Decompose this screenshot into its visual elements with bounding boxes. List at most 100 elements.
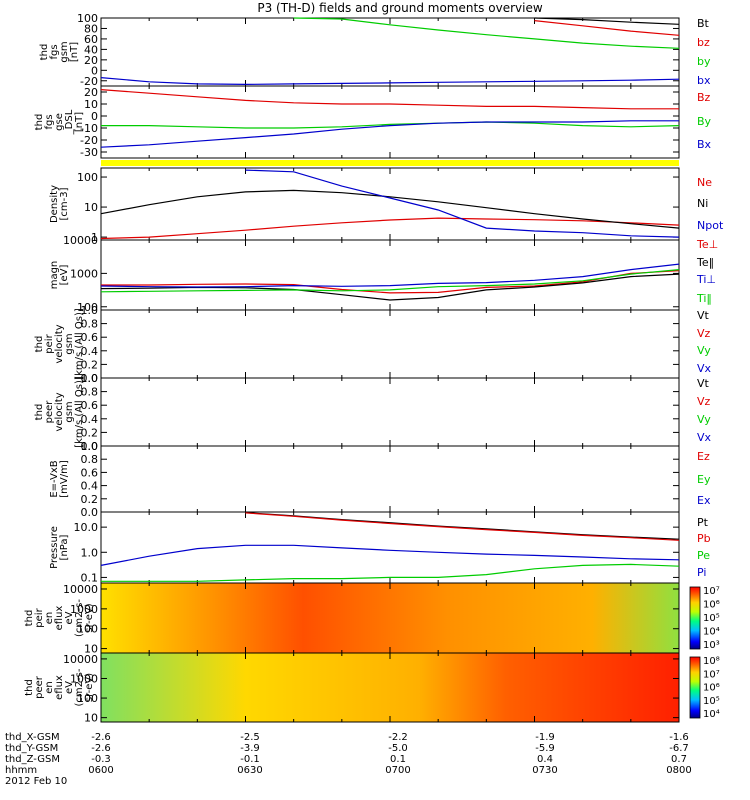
- y-axis-label: Density: [49, 185, 60, 223]
- legend-entry: Vy: [697, 413, 711, 426]
- y-tick-label: -10: [80, 122, 98, 135]
- legend-entry: Ti‖: [696, 292, 712, 305]
- y-tick-label: 0.4: [81, 413, 99, 426]
- y-tick-label: 100: [77, 623, 98, 636]
- y-tick-label: 10: [84, 201, 98, 214]
- panel-frame: [100, 445, 680, 513]
- y-tick-label: -30: [80, 146, 98, 159]
- colorbar-tick-label: 10⁴: [703, 627, 720, 638]
- y-axis-label: velocity: [54, 324, 65, 363]
- y-tick-label: 0.0: [81, 440, 99, 453]
- series-line-Pb: [245, 512, 680, 541]
- y-axis-label: gsm: [59, 41, 70, 62]
- colorbar-tick-label: 10⁸: [703, 656, 720, 667]
- y-axis-label: thd: [34, 404, 45, 421]
- footer-value: -2.5: [240, 732, 260, 743]
- colorbar: [689, 586, 701, 650]
- y-tick-label: 1000: [70, 603, 98, 616]
- y-axis-label: gsm: [64, 333, 75, 354]
- series-line-Bx: [100, 120, 679, 148]
- panel-frame: [100, 377, 680, 447]
- legend-entry: Vy: [697, 344, 711, 357]
- y-tick-label: 80: [84, 22, 98, 35]
- y-tick-label: 0.6: [81, 466, 99, 479]
- legend-entry: Vz: [697, 327, 711, 340]
- y-tick-label: -20: [80, 134, 98, 147]
- footer-value: 0700: [385, 765, 410, 776]
- y-tick-label: 0: [91, 110, 98, 123]
- y-tick-label: 0.0: [81, 506, 99, 519]
- legend-entry: Bt: [697, 17, 710, 30]
- series-line-bz: [534, 20, 680, 36]
- legend-entry: bx: [697, 74, 711, 87]
- y-tick-label: 0.2: [81, 426, 99, 439]
- legend-entry: By: [697, 115, 712, 128]
- y-tick-label: 0.8: [81, 386, 99, 399]
- footer-value: 0.7: [671, 754, 687, 765]
- series-line-Ti⊥: [100, 263, 680, 288]
- footer-value: -0.3: [91, 754, 111, 765]
- legend-entry: Vz: [697, 395, 711, 408]
- y-axis-label: (cm2-s-: [74, 668, 85, 706]
- legend-entry: Ni: [697, 197, 708, 210]
- footer-value: -1.9: [535, 732, 555, 743]
- colorbar-tick-label: 10⁵: [703, 696, 720, 707]
- y-axis-label: [nT]: [69, 42, 80, 62]
- y-axis-label: thd: [34, 114, 45, 131]
- legend-entry: Vt: [697, 377, 710, 390]
- y-axis-label: fgs: [44, 114, 55, 129]
- y-tick-label: 1.0: [81, 372, 99, 385]
- legend-entry: Vx: [697, 431, 712, 444]
- y-axis-label: sr-eV): [84, 603, 95, 632]
- footer-value: -2.6: [91, 732, 111, 743]
- colorbar-tick-label: 10⁶: [703, 683, 720, 694]
- footer-value: -2.6: [91, 743, 111, 754]
- y-axis-label: eflux: [54, 675, 65, 700]
- y-axis-label: peer: [44, 400, 55, 424]
- panel-3: 100 10 1 Density [cm-3] Ne Ni Npot: [49, 167, 724, 244]
- footer-date: 2012 Feb 10: [5, 776, 67, 787]
- legend-entry: Pb: [697, 532, 711, 545]
- y-tick-label: 100: [77, 12, 98, 25]
- y-tick-label: 0: [91, 64, 98, 77]
- legend-entry: Bz: [697, 91, 711, 104]
- y-axis-label: en: [44, 681, 55, 694]
- y-tick-label: 1.0: [81, 546, 99, 559]
- y-tick-label: 100: [77, 171, 98, 184]
- y-tick-label: 10000: [63, 583, 98, 596]
- legend-entry: Te‖: [696, 256, 714, 269]
- legend-entry: Ne: [697, 176, 712, 189]
- series-line-Pi: [100, 544, 680, 566]
- colorbar-tick-label: 10⁶: [703, 600, 720, 611]
- series-line-by: [293, 17, 680, 49]
- y-tick-label: 10000: [63, 653, 98, 666]
- legend-entry: Ex: [697, 494, 711, 507]
- colorbar-tick-label: 10⁷: [703, 586, 720, 597]
- y-tick-label: 20: [84, 54, 98, 67]
- y-axis-label: [cm-3]: [59, 187, 70, 220]
- colorbar-tick-label: 10⁷: [703, 669, 720, 680]
- footer-value: 0.4: [537, 754, 553, 765]
- y-axis-label: magn: [49, 261, 60, 290]
- y-tick-label: 1: [91, 231, 98, 244]
- y-axis-label: en: [44, 612, 55, 625]
- footer-value: -5.9: [535, 743, 555, 754]
- panel-9: 10⁷ 10⁶ 10⁵ 10⁴ 10³ 10000 1000 100 10 thd peir en ef…: [24, 582, 720, 656]
- y-axis-label: (cm2-s-: [74, 599, 85, 637]
- panel-frame: [100, 167, 680, 241]
- colorbar-tick-label: 10³: [703, 640, 720, 651]
- colorbar: [689, 656, 701, 719]
- y-tick-label: 1000: [70, 267, 98, 280]
- y-axis-label: [eV]: [59, 265, 70, 286]
- y-tick-label: 0.8: [81, 318, 99, 331]
- footer-row-label: hhmm: [5, 765, 37, 776]
- panel-8: 10.0 1.0 0.1 Pressure [nPa] Pt Pb Pe Pi: [49, 511, 711, 584]
- legend-entry: Pt: [697, 516, 709, 529]
- footer-row-label: thd_X-GSM: [5, 732, 60, 743]
- y-tick-label: 10000: [63, 234, 98, 247]
- legend-entry: Vt: [697, 309, 710, 322]
